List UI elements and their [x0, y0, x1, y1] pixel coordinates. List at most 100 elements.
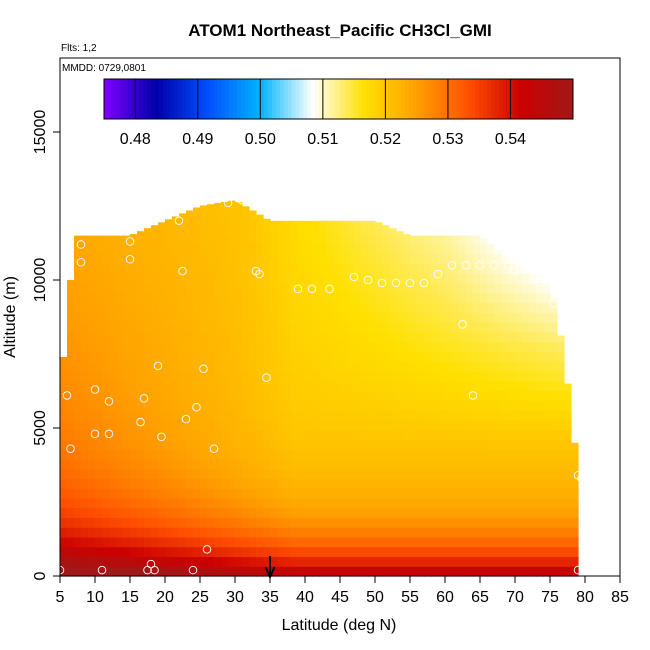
heatmap-cell: [571, 478, 579, 489]
heatmap-cell: [74, 439, 82, 450]
heatmap-cell: [396, 351, 404, 362]
heatmap-cell: [354, 527, 362, 538]
heatmap-cell: [144, 243, 152, 255]
heatmap-cell: [256, 468, 264, 479]
heatmap-cell: [431, 458, 439, 470]
heatmap-cell: [557, 507, 565, 518]
heatmap-cell: [396, 263, 404, 274]
heatmap-cell: [431, 331, 439, 343]
colorbar-segment: [361, 79, 367, 119]
heatmap-cell: [368, 263, 376, 274]
heatmap-cell: [291, 409, 299, 421]
colorbar-segment: [467, 79, 472, 119]
heatmap-cell: [368, 439, 376, 450]
heatmap-cell: [242, 497, 250, 509]
heatmap-cell: [403, 400, 411, 411]
heatmap-cell: [389, 341, 397, 352]
heatmap-cell: [172, 409, 180, 421]
colorbar-segment: [358, 79, 363, 119]
heatmap-cell: [557, 566, 565, 577]
heatmap-cell: [151, 370, 159, 382]
heatmap-cell: [256, 419, 264, 431]
heatmap-cell: [550, 478, 558, 489]
heatmap-cell: [116, 312, 124, 323]
heatmap-cell: [109, 263, 117, 274]
heatmap-cell: [452, 458, 460, 470]
heatmap-cell: [438, 243, 446, 255]
heatmap-cell: [501, 331, 509, 343]
heatmap-cell: [368, 292, 376, 304]
heatmap-cell: [67, 536, 75, 548]
heatmap-cell: [333, 390, 341, 401]
heatmap-cell: [235, 556, 243, 567]
heatmap-cell: [564, 390, 572, 401]
heatmap-cell: [137, 351, 145, 362]
heatmap-cell: [249, 409, 257, 421]
heatmap-cell: [368, 331, 376, 343]
heatmap-cell: [102, 273, 110, 284]
heatmap-cell: [480, 546, 488, 558]
heatmap-cell: [403, 390, 411, 401]
heatmap-cell: [368, 429, 376, 440]
heatmap-cell: [319, 449, 327, 460]
heatmap-cell: [235, 468, 243, 479]
heatmap-cell: [396, 273, 404, 284]
heatmap-cell: [67, 488, 75, 499]
heatmap-cell: [102, 478, 110, 489]
heatmap-cell: [109, 458, 117, 470]
heatmap-cell: [228, 507, 236, 518]
heatmap-cell: [172, 380, 180, 392]
heatmap-cell: [277, 322, 285, 333]
heatmap-cell: [326, 243, 334, 255]
heatmap-cell: [487, 244, 495, 255]
heatmap-cell: [172, 216, 180, 225]
heatmap-cell: [74, 419, 82, 431]
heatmap-cell: [347, 292, 355, 304]
heatmap-cell: [410, 253, 418, 265]
heatmap-cell: [165, 253, 173, 265]
heatmap-cell: [438, 517, 446, 528]
heatmap-cell: [340, 429, 348, 440]
heatmap-cell: [354, 429, 362, 440]
heatmap-cell: [137, 429, 145, 440]
heatmap-cell: [375, 292, 383, 304]
heatmap-cell: [88, 507, 96, 518]
heatmap-cell: [361, 400, 369, 411]
heatmap-cell: [501, 429, 509, 440]
colorbar-segment: [283, 79, 289, 119]
heatmap-cell: [137, 546, 145, 558]
heatmap-cell: [340, 497, 348, 509]
heatmap-cell: [270, 361, 278, 372]
heatmap-cell: [417, 263, 425, 274]
heatmap-cell: [501, 507, 509, 518]
heatmap-cell: [291, 536, 299, 548]
heatmap-cell: [354, 556, 362, 567]
heatmap-cell: [249, 370, 257, 382]
heatmap-cell: [382, 273, 390, 284]
heatmap-cell: [81, 351, 89, 362]
heatmap-cell: [242, 322, 250, 333]
heatmap-cell: [312, 400, 320, 411]
heatmap-cell: [543, 312, 551, 323]
heatmap-cell: [228, 351, 236, 362]
heatmap-cell: [347, 517, 355, 528]
heatmap-cell: [424, 331, 432, 343]
heatmap-cell: [536, 556, 544, 567]
heatmap-cell: [557, 335, 565, 343]
heatmap-cell: [137, 370, 145, 382]
heatmap-cell: [263, 282, 271, 294]
heatmap-cell: [529, 468, 537, 479]
heatmap-cell: [431, 273, 439, 284]
heatmap-cell: [487, 546, 495, 558]
heatmap-cell: [515, 409, 523, 421]
heatmap-cell: [81, 361, 89, 372]
heatmap-cell: [74, 292, 82, 304]
heatmap-cell: [186, 282, 194, 294]
heatmap-cell: [158, 302, 166, 313]
heatmap-cell: [88, 380, 96, 392]
heatmap-cell: [536, 429, 544, 440]
heatmap-cell: [473, 517, 481, 528]
heatmap-cell: [410, 527, 418, 538]
heatmap-cell: [284, 331, 292, 343]
heatmap-cell: [207, 409, 215, 421]
